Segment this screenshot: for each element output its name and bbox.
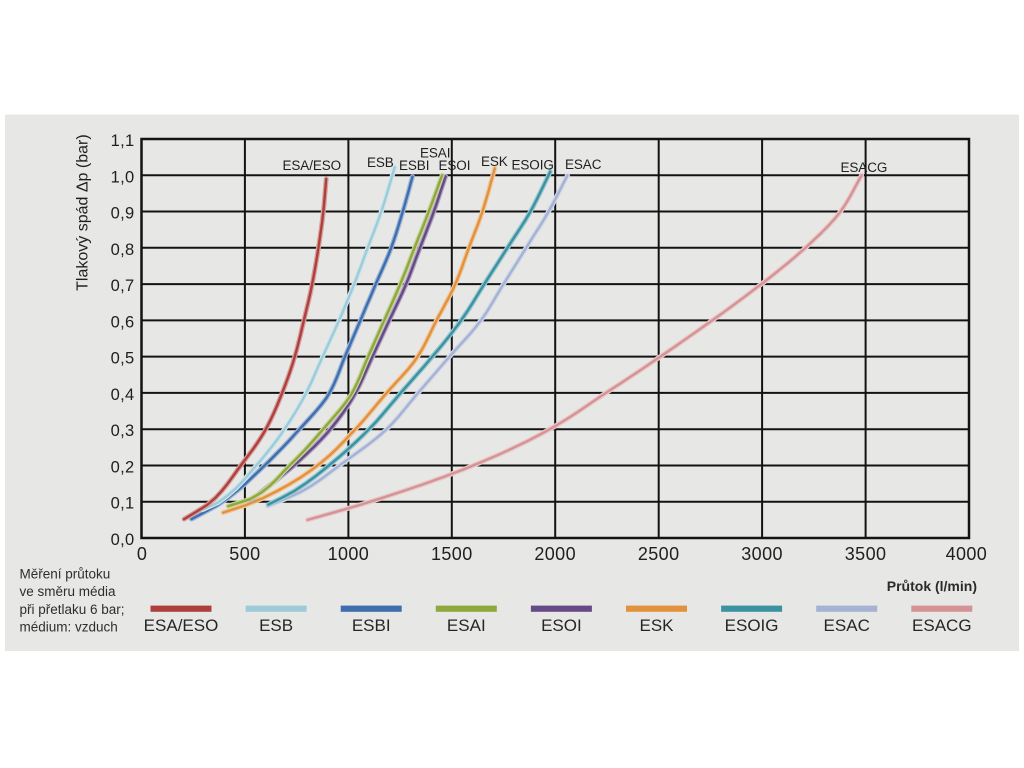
svg-text:1500: 1500	[431, 544, 473, 564]
svg-text:0,4: 0,4	[111, 386, 135, 404]
svg-text:ESBI: ESBI	[352, 616, 391, 635]
svg-text:0,9: 0,9	[111, 205, 135, 223]
svg-text:0,7: 0,7	[111, 277, 135, 295]
svg-text:1000: 1000	[328, 544, 370, 564]
svg-text:4000: 4000	[946, 544, 988, 564]
svg-text:ve směru média: ve směru média	[20, 584, 117, 599]
svg-text:0: 0	[137, 544, 147, 564]
svg-text:0,2: 0,2	[111, 459, 135, 477]
svg-text:Tlakový spád Δp (bar): Tlakový spád Δp (bar)	[75, 134, 92, 291]
svg-text:3000: 3000	[741, 544, 783, 564]
svg-text:2500: 2500	[638, 544, 680, 564]
svg-text:ESACG: ESACG	[912, 616, 972, 635]
svg-text:Průtok (l/min): Průtok (l/min)	[887, 578, 977, 594]
svg-text:ESOI: ESOI	[439, 158, 471, 173]
svg-text:ESB: ESB	[367, 155, 394, 170]
svg-text:ESAC: ESAC	[565, 157, 602, 172]
svg-text:0,5: 0,5	[111, 350, 135, 368]
svg-text:ESACG: ESACG	[841, 160, 888, 175]
svg-text:500: 500	[229, 544, 260, 564]
svg-text:1,1: 1,1	[111, 132, 135, 150]
svg-text:1,0: 1,0	[111, 168, 135, 186]
svg-text:ESK: ESK	[481, 154, 508, 169]
svg-text:ESAC: ESAC	[824, 616, 870, 635]
svg-text:0,3: 0,3	[111, 422, 135, 440]
svg-text:ESA/ESO: ESA/ESO	[283, 158, 342, 173]
svg-text:ESAI: ESAI	[420, 146, 450, 161]
svg-text:ESOIG: ESOIG	[725, 616, 779, 635]
svg-text:ESOIG: ESOIG	[512, 158, 554, 173]
svg-text:0,1: 0,1	[111, 495, 135, 513]
svg-text:ESBI: ESBI	[399, 158, 429, 173]
svg-text:Měření průtoku: Měření průtoku	[20, 566, 111, 581]
svg-text:ESOI: ESOI	[541, 616, 582, 635]
svg-text:ESAI: ESAI	[447, 616, 486, 635]
svg-text:ESK: ESK	[639, 616, 674, 635]
svg-text:médium: vzduch: médium: vzduch	[20, 620, 118, 635]
svg-text:2000: 2000	[534, 544, 576, 564]
svg-text:3500: 3500	[845, 544, 887, 564]
svg-text:ESA/ESO: ESA/ESO	[144, 616, 219, 635]
svg-text:ESB: ESB	[259, 616, 293, 635]
svg-text:při přetlaku 6 bar;: při přetlaku 6 bar;	[20, 602, 125, 617]
svg-text:0,0: 0,0	[111, 531, 135, 549]
svg-text:0,8: 0,8	[111, 241, 135, 259]
svg-text:0,6: 0,6	[111, 313, 135, 331]
